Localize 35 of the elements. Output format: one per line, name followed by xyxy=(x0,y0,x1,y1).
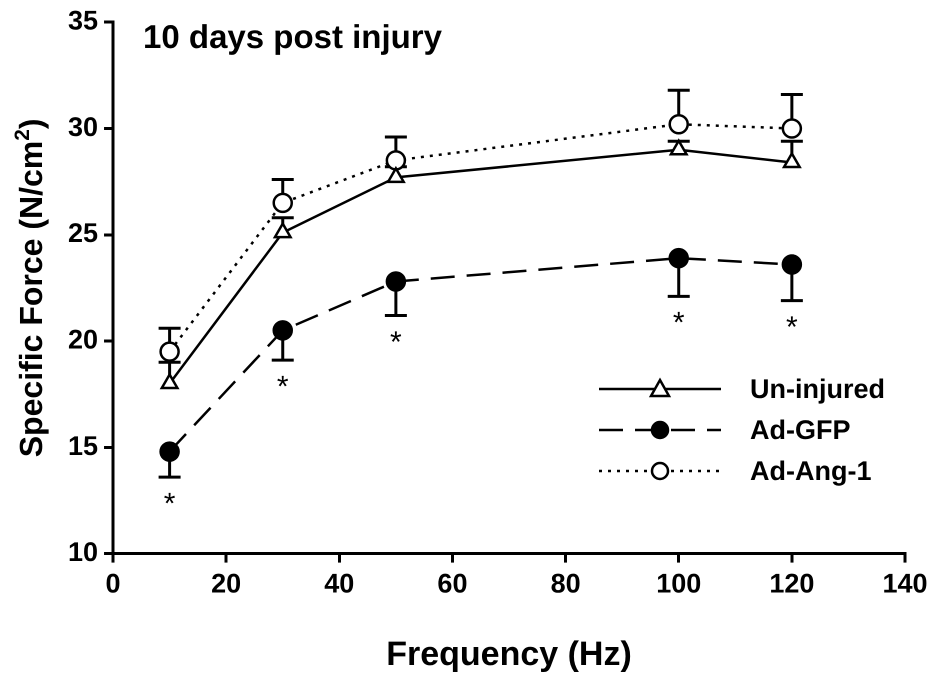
point xyxy=(159,341,180,362)
chart-title: 10 days post injury xyxy=(143,18,443,56)
y-tick-label: 30 xyxy=(68,112,98,142)
point xyxy=(272,320,293,341)
y-tick-label: 35 xyxy=(68,6,98,36)
legend-label: Ad-Ang-1 xyxy=(750,456,872,487)
x-axis-title: Frequency (Hz) xyxy=(386,635,632,673)
x-tick-label: 140 xyxy=(882,568,928,598)
legend-label: Ad-GFP xyxy=(750,414,850,446)
y-tick-label: 15 xyxy=(68,430,98,461)
x-tick-label: 100 xyxy=(656,568,702,598)
y-tick-label: 25 xyxy=(68,218,98,248)
annotation: * xyxy=(276,370,289,404)
annotation: * xyxy=(164,487,176,520)
point xyxy=(386,271,406,292)
annotation: * xyxy=(390,326,402,359)
y-axis-title: Specific Force (N/cm2) xyxy=(11,118,49,458)
point xyxy=(668,114,689,134)
point xyxy=(272,192,293,214)
x-tick-label: 40 xyxy=(324,568,354,598)
point xyxy=(386,150,406,171)
x-tick-label: 60 xyxy=(437,568,468,598)
legend-label: Un-injured xyxy=(750,374,885,405)
x-tick-label: 0 xyxy=(106,568,121,598)
y-tick-label: 10 xyxy=(68,537,98,568)
point xyxy=(668,248,689,268)
point xyxy=(782,254,802,275)
annotation: * xyxy=(672,306,685,340)
point xyxy=(159,441,180,462)
y-tick-label: 20 xyxy=(68,324,98,354)
x-tick-label: 80 xyxy=(550,568,581,598)
point xyxy=(782,118,802,139)
annotation: * xyxy=(786,310,798,344)
x-tick-label: 20 xyxy=(211,568,242,598)
x-tick-label: 120 xyxy=(769,568,814,598)
